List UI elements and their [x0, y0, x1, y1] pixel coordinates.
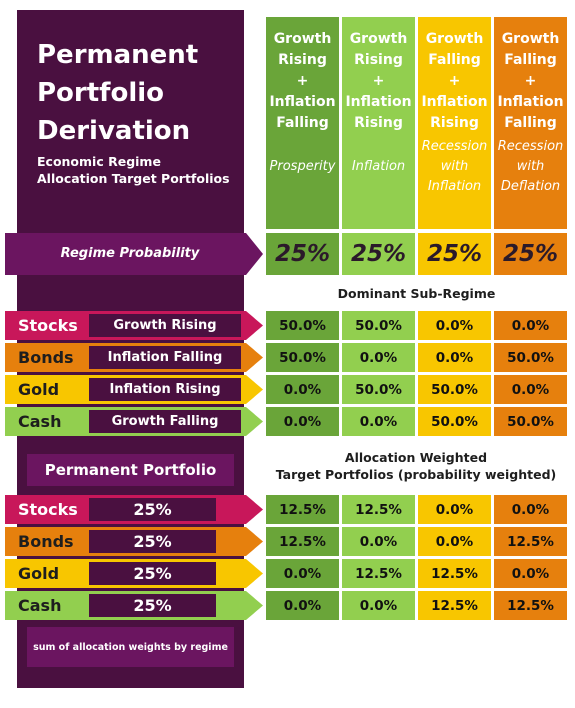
dominant-cell: 0.0%	[494, 375, 567, 404]
weight-tag: 25%	[89, 594, 216, 617]
regime-header-recession-deflation: Growth Falling + Inflation Falling Reces…	[494, 17, 567, 241]
weighted-cell: 0.0%	[494, 495, 567, 524]
weight-tag: 25%	[89, 530, 216, 553]
driver-tag: Inflation Falling	[89, 346, 241, 369]
driver-tag: Growth Falling	[89, 410, 241, 433]
footnote: sum of allocation weights by regime	[27, 627, 234, 667]
dominant-cell: 50.0%	[418, 375, 491, 404]
regime-name: Inflation	[351, 159, 406, 174]
weighted-cell: 12.5%	[494, 591, 567, 620]
regime-name: Recession with Deflation	[497, 139, 564, 194]
asset-label: Gold	[18, 564, 60, 583]
weighted-cell: 0.0%	[494, 559, 567, 588]
probability-cell: 25%	[418, 233, 491, 275]
asset-label: Cash	[18, 412, 62, 431]
asset-label: Cash	[18, 596, 62, 615]
page-title: Permanent Portfolio Derivation	[37, 40, 199, 146]
regime-header-label: Growth Rising + Inflation Rising	[345, 31, 412, 131]
regime-header-label: Growth Falling + Inflation Rising	[421, 31, 488, 131]
permanent-portfolio-heading: Permanent Portfolio	[27, 454, 234, 486]
probability-cell: 25%	[342, 233, 415, 275]
weighted-cell: 0.0%	[418, 495, 491, 524]
asset-label: Stocks	[18, 500, 78, 519]
weighted-heading: Allocation Weighted Target Portfolios (p…	[275, 450, 557, 482]
asset-label: Gold	[18, 380, 60, 399]
weighted-cell: 0.0%	[342, 527, 415, 556]
regime-header-inflation: Growth Rising + Inflation Rising Inflati…	[342, 17, 415, 241]
dominant-cell: 0.0%	[266, 407, 339, 436]
dominant-cell: 50.0%	[266, 343, 339, 372]
weighted-cell: 12.5%	[418, 591, 491, 620]
driver-tag: Growth Rising	[89, 314, 241, 337]
dominant-cell: 0.0%	[342, 343, 415, 372]
dominant-cell: 0.0%	[266, 375, 339, 404]
dominant-cell: 50.0%	[342, 375, 415, 404]
weighted-cell: 0.0%	[342, 591, 415, 620]
dominant-cell: 50.0%	[494, 343, 567, 372]
probability-cell: 25%	[494, 233, 567, 275]
driver-tag: Inflation Rising	[89, 378, 241, 401]
weighted-cell: 0.0%	[266, 591, 339, 620]
regime-header-label: Growth Falling + Inflation Falling	[497, 31, 564, 131]
dominant-sub-regime-heading: Dominant Sub-Regime	[337, 286, 496, 301]
weighted-cell: 0.0%	[418, 527, 491, 556]
weight-tag: 25%	[89, 498, 216, 521]
regime-name: Prosperity	[269, 159, 336, 174]
regime-header-label: Growth Rising + Inflation Falling	[269, 31, 336, 131]
regime-name: Recession with Inflation	[421, 139, 488, 194]
weighted-cell: 12.5%	[418, 559, 491, 588]
asset-label: Stocks	[18, 316, 78, 335]
regime-probability-arrow	[5, 233, 263, 275]
weighted-cell: 12.5%	[266, 495, 339, 524]
regime-probability-label: Regime Probability	[60, 246, 200, 261]
weighted-cell: 12.5%	[494, 527, 567, 556]
dominant-cell: 50.0%	[266, 311, 339, 340]
asset-label: Bonds	[18, 532, 74, 551]
probability-cell: 25%	[266, 233, 339, 275]
dominant-cell: 0.0%	[494, 311, 567, 340]
regime-header-prosperity: Growth Rising + Inflation Falling Prospe…	[266, 17, 339, 241]
dominant-cell: 50.0%	[494, 407, 567, 436]
dominant-cell: 0.0%	[418, 311, 491, 340]
weighted-cell: 0.0%	[266, 559, 339, 588]
page-subtitle: Economic Regime Allocation Target Portfo…	[37, 154, 230, 186]
dominant-cell: 0.0%	[418, 343, 491, 372]
dominant-cell: 50.0%	[418, 407, 491, 436]
weighted-cell: 12.5%	[342, 559, 415, 588]
regime-header-recession-inflation: Growth Falling + Inflation Rising Recess…	[418, 17, 491, 241]
dominant-cell: 50.0%	[342, 311, 415, 340]
dominant-cell: 0.0%	[342, 407, 415, 436]
weighted-cell: 12.5%	[342, 495, 415, 524]
weight-tag: 25%	[89, 562, 216, 585]
asset-label: Bonds	[18, 348, 74, 367]
weighted-cell: 12.5%	[266, 527, 339, 556]
